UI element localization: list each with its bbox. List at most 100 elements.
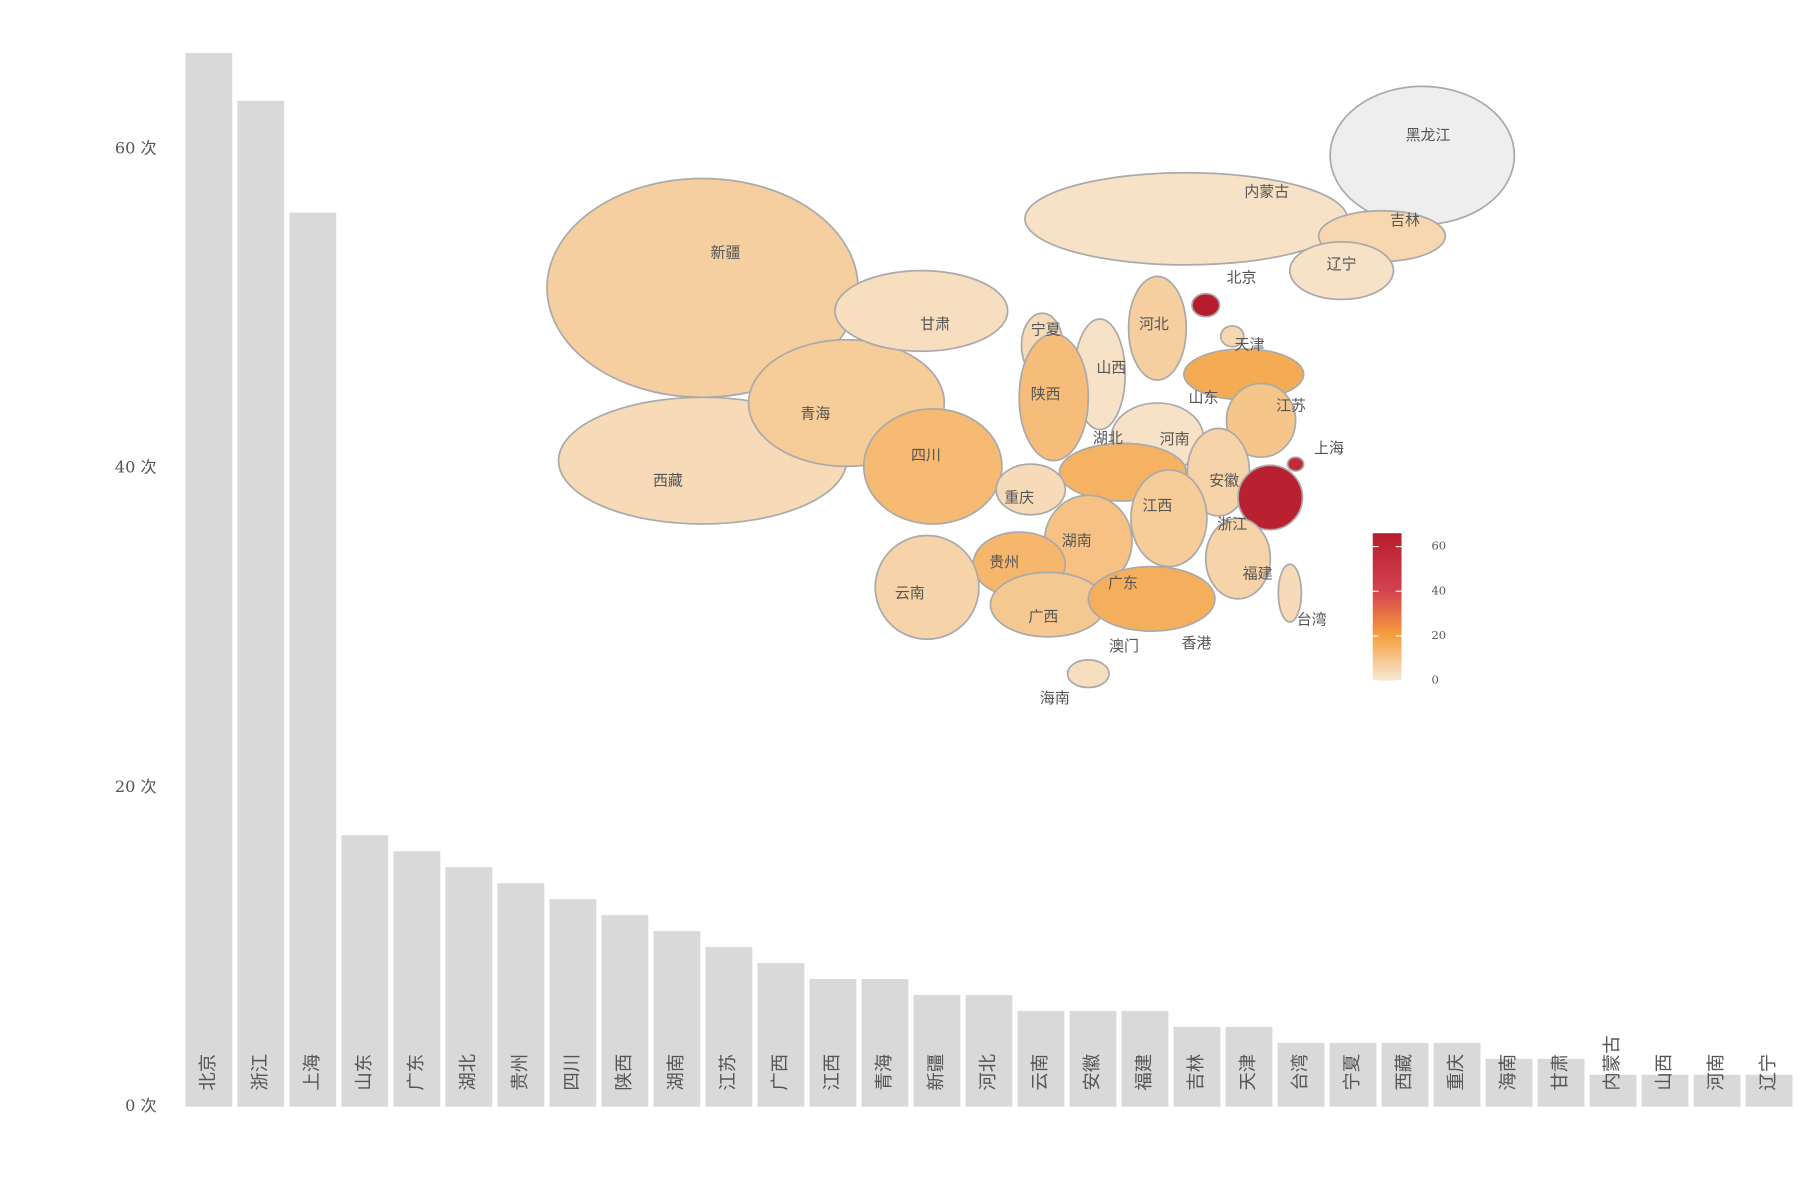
province-label: 上海 <box>1314 439 1344 457</box>
x-tick-label: 河北 <box>978 1054 999 1091</box>
x-tick-label: 北京 <box>198 1054 219 1091</box>
province-label: 福建 <box>1243 565 1273 583</box>
province-label: 内蒙古 <box>1244 182 1289 200</box>
bar <box>601 915 649 1107</box>
x-tick-label: 西藏 <box>1394 1054 1415 1091</box>
province-label: 河北 <box>1139 315 1169 333</box>
province-label: 澳门 <box>1109 637 1139 655</box>
province-label: 西藏 <box>653 471 683 489</box>
province-label: 广西 <box>1028 607 1058 625</box>
province-label: 安徽 <box>1209 471 1239 489</box>
bar <box>861 978 909 1107</box>
province-label: 湖北 <box>1093 429 1123 447</box>
colorbar <box>1372 533 1402 681</box>
province <box>834 269 1009 353</box>
province-label: 河南 <box>1160 430 1190 448</box>
bar <box>757 963 805 1107</box>
bar <box>497 883 545 1107</box>
bar <box>1017 1010 1065 1107</box>
x-tick-label: 湖南 <box>666 1054 687 1091</box>
colorbar-label: 60 <box>1431 539 1446 553</box>
bar <box>237 100 285 1107</box>
x-tick-label: 广西 <box>770 1054 791 1091</box>
y-tick-label: 0 次 <box>125 1096 156 1115</box>
x-tick-label: 台湾 <box>1290 1054 1311 1091</box>
province-label: 浙江 <box>1217 515 1247 533</box>
bar <box>1693 1074 1741 1107</box>
bar <box>549 899 597 1107</box>
province <box>1288 240 1395 301</box>
province <box>989 571 1107 638</box>
bar <box>809 978 857 1107</box>
province <box>1277 563 1303 623</box>
y-tick-label: 60 次 <box>115 138 157 157</box>
x-tick-label: 湖北 <box>458 1054 479 1091</box>
x-tick-label: 浙江 <box>250 1054 271 1091</box>
province-label: 重庆 <box>1004 489 1034 507</box>
x-tick-label: 广东 <box>406 1054 427 1091</box>
x-tick-label: 辽宁 <box>1758 1054 1779 1091</box>
province <box>874 534 980 641</box>
province-label: 甘肃 <box>920 315 950 333</box>
bar <box>965 994 1013 1107</box>
province <box>1329 85 1516 226</box>
province <box>1127 275 1188 381</box>
x-tick-label: 陕西 <box>614 1054 635 1091</box>
province-label: 陕西 <box>1031 385 1061 403</box>
province-label: 宁夏 <box>1031 321 1061 339</box>
province-label: 新疆 <box>711 243 741 261</box>
x-tick-label: 重庆 <box>1446 1054 1467 1091</box>
province-label: 广东 <box>1108 574 1138 592</box>
x-tick-label: 海南 <box>1498 1054 1519 1091</box>
province-label: 山西 <box>1096 359 1126 377</box>
x-tick-label: 河南 <box>1706 1054 1727 1091</box>
bar <box>289 212 337 1107</box>
x-tick-label: 江西 <box>822 1054 843 1091</box>
province <box>1225 382 1297 459</box>
bar <box>1745 1074 1793 1107</box>
province <box>1024 171 1349 266</box>
x-tick-label: 内蒙古 <box>1602 1035 1623 1090</box>
province-label: 贵州 <box>989 553 1019 571</box>
bar <box>1329 1042 1377 1107</box>
province-label: 海南 <box>1040 689 1070 707</box>
province-label: 天津 <box>1235 335 1265 353</box>
x-tick-label: 贵州 <box>510 1054 531 1091</box>
province-label: 江苏 <box>1276 397 1306 415</box>
province <box>1018 333 1090 462</box>
province <box>1191 292 1221 318</box>
y-tick-label: 20 次 <box>115 777 157 796</box>
bar <box>1121 1010 1169 1107</box>
province <box>862 407 1003 525</box>
bars: 0 次20 次40 次60 次北京 浙江 上海 山东 广东 湖北 贵州 四川 陕西 湖南 江苏 广西江… <box>115 52 1793 1115</box>
province-label: 湖南 <box>1062 531 1092 549</box>
x-tick-label: 山西 <box>1654 1054 1675 1091</box>
bar <box>653 931 701 1107</box>
bar <box>913 994 961 1107</box>
y-tick-label: 40 次 <box>115 458 157 477</box>
province-label: 云南 <box>895 584 925 602</box>
map: 0 20 40 60 <box>546 85 1516 689</box>
x-tick-label: 天津 <box>1238 1054 1259 1091</box>
province-label: 台湾 <box>1297 611 1327 629</box>
province-label: 四川 <box>911 446 941 464</box>
bar <box>1173 1026 1221 1107</box>
province-label: 北京 <box>1226 269 1256 287</box>
province <box>1219 325 1245 348</box>
bar <box>185 52 233 1107</box>
x-tick-label: 安徽 <box>1082 1054 1103 1091</box>
colorbar-label: 0 <box>1431 673 1438 687</box>
province <box>1204 517 1272 600</box>
province-label: 辽宁 <box>1327 255 1357 273</box>
bar <box>1537 1058 1585 1107</box>
x-tick-label: 宁夏 <box>1342 1054 1363 1091</box>
province <box>1087 565 1216 632</box>
bar <box>1589 1074 1637 1107</box>
province-label: 山东 <box>1188 388 1218 406</box>
bar <box>1069 1010 1117 1107</box>
bar <box>1381 1042 1429 1107</box>
bar <box>341 835 389 1107</box>
x-tick-label: 江苏 <box>718 1054 739 1091</box>
